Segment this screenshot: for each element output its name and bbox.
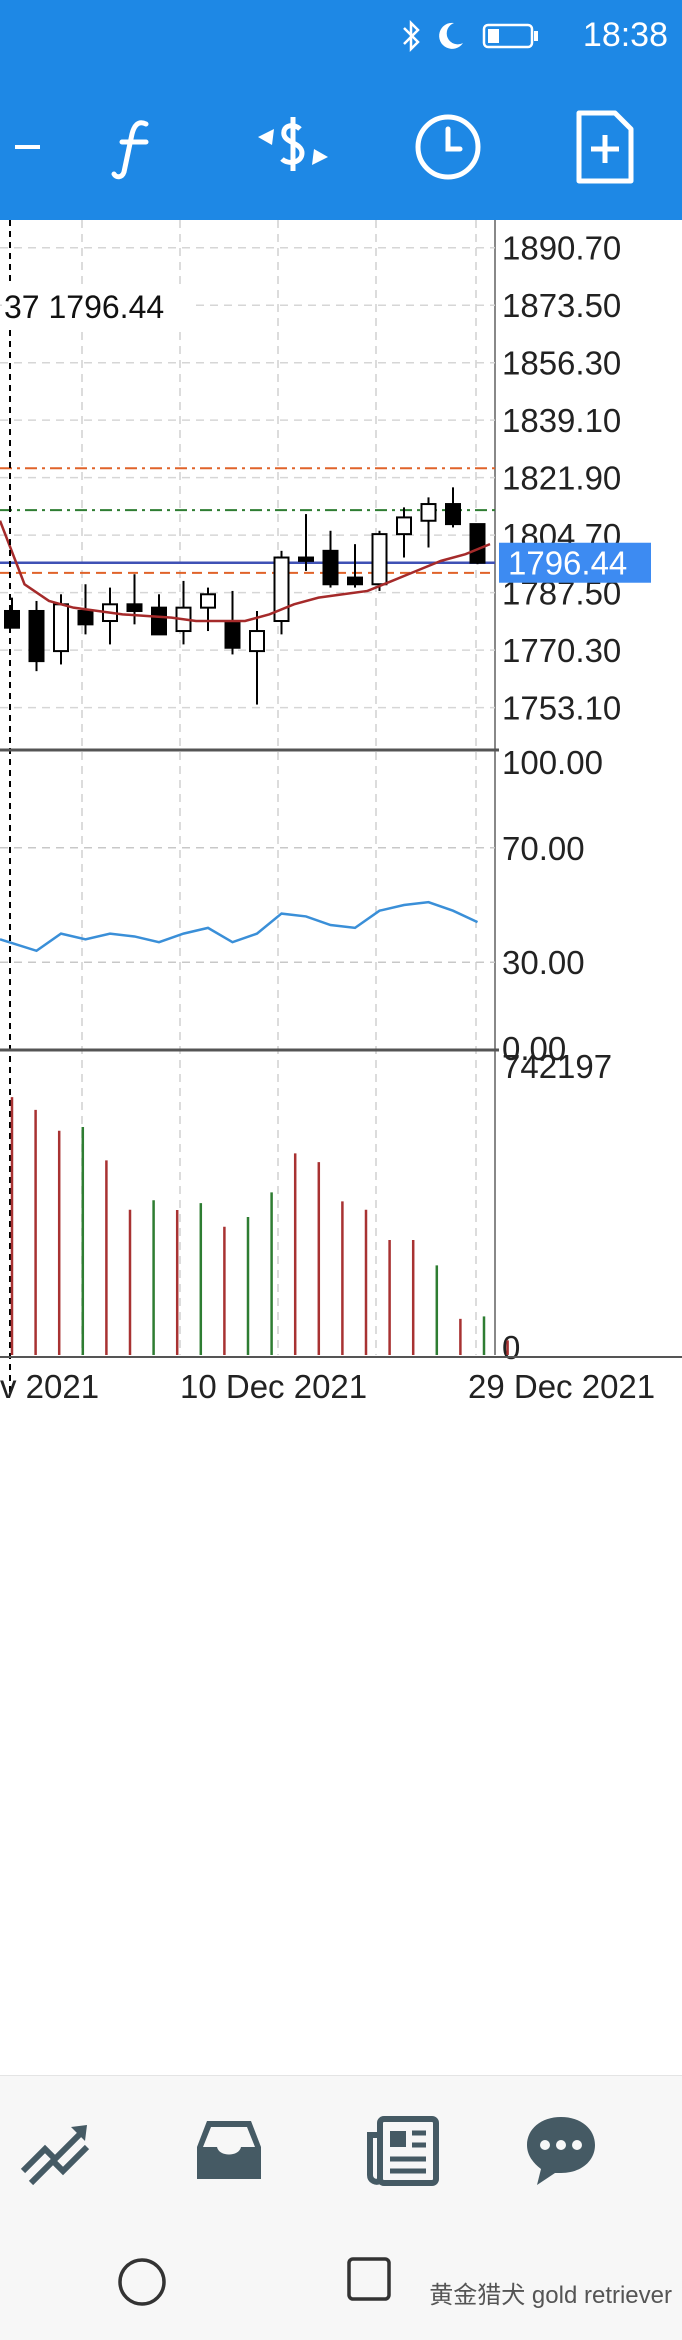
crosshair-label-bg bbox=[2, 284, 192, 328]
clock-icon bbox=[415, 114, 481, 180]
function-icon bbox=[111, 120, 149, 180]
candle-body bbox=[224, 620, 241, 649]
candle-body bbox=[126, 603, 143, 612]
chart-svg[interactable]: 1890.701873.501856.301839.101821.901804.… bbox=[0, 220, 682, 2070]
candle-body bbox=[151, 606, 167, 636]
current-price-badge bbox=[499, 542, 651, 583]
candle-body bbox=[77, 609, 94, 626]
candle-body bbox=[347, 576, 363, 586]
indicators-button[interactable] bbox=[82, 92, 192, 202]
moving-average-line bbox=[0, 520, 491, 623]
price-tick-label: 1890.70 bbox=[502, 230, 621, 267]
document-plus-icon bbox=[576, 110, 634, 184]
price-tick-label: 1839.10 bbox=[502, 402, 621, 439]
chat-bubble-icon bbox=[527, 2117, 595, 2185]
nav-trade[interactable] bbox=[174, 2106, 284, 2196]
dollar-exchange-icon bbox=[258, 117, 328, 171]
chart-toolbar bbox=[0, 72, 682, 220]
current-price-label: 1796.44 bbox=[508, 545, 627, 582]
time-axis-label: v 2021 bbox=[0, 1368, 99, 1405]
price-tick-label: 1753.10 bbox=[502, 690, 621, 727]
oscillator-tick-label: 70.00 bbox=[502, 830, 585, 867]
status-bar: 18:38 bbox=[0, 0, 682, 72]
bottom-navigation bbox=[0, 2075, 682, 2226]
time-axis-label: 10 Dec 2021 bbox=[180, 1368, 367, 1405]
candle-body bbox=[4, 609, 20, 629]
timeframe-button[interactable] bbox=[393, 92, 503, 202]
home-circle-icon[interactable] bbox=[115, 2255, 169, 2309]
price-tick-label: 1873.50 bbox=[502, 287, 621, 324]
oscillator-line bbox=[0, 900, 479, 953]
tray-icon bbox=[197, 2121, 261, 2179]
newspaper-icon bbox=[367, 2116, 439, 2186]
price-tick-label: 1770.30 bbox=[502, 632, 621, 669]
trade-button[interactable] bbox=[238, 92, 348, 202]
oscillator-tick-label: 30.00 bbox=[502, 944, 585, 981]
candle-body bbox=[322, 549, 339, 586]
price-tick-label: 1856.30 bbox=[502, 345, 621, 382]
chart-area[interactable]: 1890.70 1873.50 1856.30 1839.10 1821.90 1804.… bbox=[0, 220, 682, 2070]
nav-quotes[interactable] bbox=[0, 2106, 110, 2196]
minus-icon bbox=[15, 145, 40, 149]
nav-messages[interactable] bbox=[506, 2106, 616, 2196]
candle-body bbox=[28, 609, 45, 663]
nav-history[interactable] bbox=[347, 2106, 457, 2196]
watermark: 黄金猎犬 gold retriever bbox=[429, 2282, 672, 2309]
bluetooth-icon bbox=[403, 19, 420, 53]
candle-body bbox=[420, 503, 437, 522]
oscillator-tick-label: 0.00 bbox=[502, 1030, 566, 1067]
trend-arrows-icon bbox=[20, 2125, 90, 2186]
crosshair-button[interactable] bbox=[0, 92, 70, 202]
candle-body bbox=[445, 503, 461, 526]
system-navigation bbox=[0, 2225, 682, 2340]
candle-body bbox=[53, 603, 69, 653]
oscillator-tick-label: 100.00 bbox=[502, 744, 603, 781]
price-tick-label: 1821.90 bbox=[502, 460, 621, 497]
candle-body bbox=[371, 533, 388, 586]
candle-body bbox=[298, 556, 314, 562]
volume-max-label: 742197 bbox=[502, 1048, 612, 1085]
candle-body bbox=[396, 516, 412, 536]
recents-square-icon[interactable] bbox=[345, 2255, 395, 2305]
time-axis-label: 29 Dec 2021 bbox=[468, 1368, 655, 1405]
moon-icon bbox=[439, 22, 463, 49]
candle-body bbox=[200, 593, 216, 609]
volume-zero-label: 0 bbox=[502, 1329, 520, 1366]
candle-body bbox=[249, 630, 265, 653]
status-time: 18:38 bbox=[582, 16, 668, 54]
new-order-button[interactable] bbox=[550, 92, 660, 202]
battery-icon bbox=[482, 23, 538, 49]
candle-body bbox=[469, 523, 486, 564]
crosshair-label: 37 1796.44 bbox=[4, 289, 164, 325]
candle-body bbox=[273, 556, 290, 623]
